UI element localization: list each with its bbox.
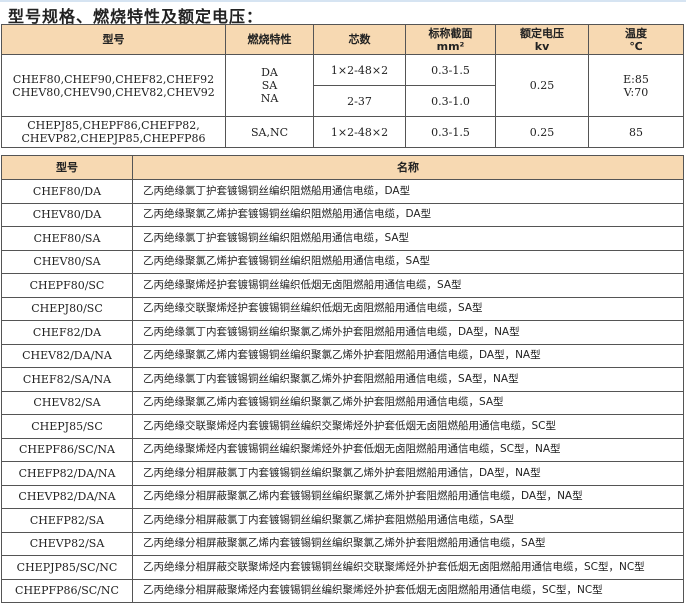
model-cell: CHEV80/DA — [1, 202, 133, 227]
name-cell: 乙丙绝缘聚氯乙烯内套镀锡铜丝编织聚氯乙烯外护套阻燃船用通信电缆，DA型，NA型 — [132, 343, 684, 368]
table-row: CHEFP82/SA 乙丙绝缘分相屏蔽氯丁内套镀锡铜丝编织聚氯乙烯护套阻燃船用通信… — [1, 508, 684, 533]
flame-cell: SA,NC — [225, 116, 314, 148]
models-cell: CHEF80,CHEF90,CHEF82,CHEF92 CHEV80,CHEV90… — [1, 54, 226, 117]
model-cell: CHEV82/DA/NA — [1, 343, 133, 368]
table-row: CHEPJP85/SC/NC 乙丙绝缘分相屏蔽交联聚烯烃内套镀锡铜丝编织交联聚烯烃… — [1, 555, 684, 580]
table-row: CHEF80/SA 乙丙绝缘氯丁护套镀锡铜丝编织阻燃船用通信电缆，SA型 — [1, 226, 684, 251]
model-cell: CHEFP82/SA — [1, 508, 133, 533]
temp-cell: 85 — [588, 116, 684, 148]
flame-cell: DA SA NA — [225, 54, 314, 117]
model-cell: CHEPFP86/SC/NC — [1, 578, 133, 603]
header-flame: 燃烧特性 — [225, 24, 314, 55]
name-cell: 乙丙绝缘聚烯烃护套镀锡铜丝编织低烟无卤阻燃船用通信电缆，SA型 — [132, 273, 684, 298]
spec-header-row: 型号 燃烧特性 芯数 标称截面 mm² 额定电压 kv 温度 ℃ — [1, 24, 684, 55]
table-row: CHEPFP86/SC/NC 乙丙绝缘分相屏蔽聚烯烃内套镀锡铜丝编织聚烯烃外护套低… — [1, 578, 684, 603]
model-cell: CHEF80/DA — [1, 179, 133, 204]
name-cell: 乙丙绝缘氯丁护套镀锡铜丝编织阻燃船用通信电缆，SA型 — [132, 226, 684, 251]
cores-cell: 1×2-48×2 — [313, 54, 406, 86]
table-row: CHEPJ85/SC 乙丙绝缘交联聚烯烃内套镀锡铜丝编织交聚烯烃外护套低烟无卤阻燃… — [1, 414, 684, 439]
model-cell: CHEF82/DA — [1, 320, 133, 345]
header-temp: 温度 ℃ — [588, 24, 684, 55]
header-model: 型号 — [1, 24, 226, 55]
table-row: CHEF80/DA 乙丙绝缘氯丁护套镀锡铜丝编织阻燃船用通信电缆，DA型 — [1, 179, 684, 204]
name-cell: 乙丙绝缘交联聚烯烃内套镀锡铜丝编织交聚烯烃外护套低烟无卤阻燃船用通信电缆，SC型 — [132, 414, 684, 439]
name-cell: 乙丙绝缘分相屏蔽氯丁内套镀锡铜丝编织聚氯乙烯外护套阻燃船用通信，DA型，NA型 — [132, 461, 684, 486]
section-cell: 0.3-1.0 — [405, 85, 496, 117]
name-cell: 乙丙绝缘聚氯乙烯内套镀锡铜丝编织聚氯乙烯外护套阻燃船用通信电缆，SA型 — [132, 390, 684, 415]
model-cell: CHEV82/SA — [1, 390, 133, 415]
header-name: 名称 — [132, 155, 684, 180]
model-cell: CHEFP82/DA/NA — [1, 461, 133, 486]
name-cell: 乙丙绝缘分相屏蔽聚氯乙烯内套镀锡铜丝编织聚氯乙烯外护套阻燃船用通信电缆，DA型，… — [132, 484, 684, 509]
table-row: CHEPJ85,CHEPF86,CHEFP82, CHEVP82,CHEPJP85… — [1, 116, 684, 148]
model-cell: CHEVP82/SA — [1, 531, 133, 556]
table-row: CHEV82/SA 乙丙绝缘聚氯乙烯内套镀锡铜丝编织聚氯乙烯外护套阻燃船用通信电缆… — [1, 390, 684, 415]
name-cell: 乙丙绝缘聚氯乙烯护套镀锡铜丝编织阻燃船用通信电缆，DA型 — [132, 202, 684, 227]
table-row: CHEPF80/SC 乙丙绝缘聚烯烃护套镀锡铜丝编织低烟无卤阻燃船用通信电缆，SA… — [1, 273, 684, 298]
header-section: 标称截面 mm² — [405, 24, 496, 55]
table-row: CHEV80/DA 乙丙绝缘聚氯乙烯护套镀锡铜丝编织阻燃船用通信电缆，DA型 — [1, 202, 684, 227]
name-cell: 乙丙绝缘分相屏蔽氯丁内套镀锡铜丝编织聚氯乙烯护套阻燃船用通信电缆，SA型 — [132, 508, 684, 533]
name-cell: 乙丙绝缘聚烯烃内套镀锡铜丝编织聚烯烃外护套低烟无卤阻燃船用通信电缆，SC型，NA… — [132, 437, 684, 462]
voltage-cell: 0.25 — [495, 54, 589, 117]
model-cell: CHEV80/SA — [1, 249, 133, 274]
spec-table: 型号 燃烧特性 芯数 标称截面 mm² 额定电压 kv 温度 ℃ CHEF80,CHE… — [1, 24, 684, 148]
table-row: 2-37 0.3-1.0 — [2, 85, 684, 117]
name-table: 型号 名称 CHEF80/DA 乙丙绝缘氯丁护套镀锡铜丝编织阻燃船用通信电缆，DA… — [1, 155, 684, 603]
cores-cell: 1×2-48×2 — [313, 116, 406, 148]
model-cell: CHEPJP85/SC/NC — [1, 555, 133, 580]
model-cell: CHEPF80/SC — [1, 273, 133, 298]
table-row: CHEPF86/SC/NA 乙丙绝缘聚烯烃内套镀锡铜丝编织聚烯烃外护套低烟无卤阻燃… — [1, 437, 684, 462]
table-row: CHEV80/SA 乙丙绝缘聚氯乙烯护套镀锡铜丝编织阻燃船用通信电缆，SA型 — [1, 249, 684, 274]
name-cell: 乙丙绝缘交联聚烯烃护套镀锡铜丝编织低烟无卤阻燃船用通信电缆，SA型 — [132, 296, 684, 321]
table-row: CHEF80,CHEF90,CHEF82,CHEF92 CHEV80,CHEV90… — [1, 54, 684, 117]
page-title: 型号规格、燃烧特性及额定电压： — [8, 7, 264, 26]
name-cell: 乙丙绝缘分相屏蔽聚氯乙烯内套镀锡铜丝编织聚氯乙烯外护套阻燃船用通信电缆，SA型 — [132, 531, 684, 556]
model-cell: CHEPJ85/SC — [1, 414, 133, 439]
table-row: CHEF82/DA 乙丙绝缘氯丁内套镀锡铜丝编织聚氯乙烯外护套阻燃船用通信电缆，D… — [1, 320, 684, 345]
model-cell: CHEF80/SA — [1, 226, 133, 251]
table-row: CHEV82/DA/NA 乙丙绝缘聚氯乙烯内套镀锡铜丝编织聚氯乙烯外护套阻燃船用通… — [1, 343, 684, 368]
section-cell: 0.3-1.5 — [405, 116, 496, 148]
name-cell: 乙丙绝缘氯丁内套镀锡铜丝编织聚氯乙烯外护套阻燃船用通信电缆，DA型，NA型 — [132, 320, 684, 345]
table-row: CHEFP82/DA/NA 乙丙绝缘分相屏蔽氯丁内套镀锡铜丝编织聚氯乙烯外护套阻燃… — [1, 461, 684, 486]
header-cores: 芯数 — [313, 24, 406, 55]
model-cell: CHEF82/SA/NA — [1, 367, 133, 392]
model-cell: CHEVP82/DA/NA — [1, 484, 133, 509]
model-cell: CHEPF86/SC/NA — [1, 437, 133, 462]
section-cell: 0.3-1.5 — [405, 54, 496, 86]
name-cell: 乙丙绝缘氯丁护套镀锡铜丝编织阻燃船用通信电缆，DA型 — [132, 179, 684, 204]
temp-cell: E:85 V:70 — [588, 54, 684, 117]
name-cell: 乙丙绝缘氯丁内套镀锡铜丝编织聚氯乙烯外护套阻燃船用通信电缆，SA型，NA型 — [132, 367, 684, 392]
cores-cell: 2-37 — [313, 85, 406, 117]
header-model: 型号 — [1, 155, 133, 180]
name-cell: 乙丙绝缘聚氯乙烯护套镀锡铜丝编织阻燃船用通信电缆，SA型 — [132, 249, 684, 274]
model-cell: CHEPJ80/SC — [1, 296, 133, 321]
table-row: CHEPJ80/SC 乙丙绝缘交联聚烯烃护套镀锡铜丝编织低烟无卤阻燃船用通信电缆，… — [1, 296, 684, 321]
table-row: CHEVP82/DA/NA 乙丙绝缘分相屏蔽聚氯乙烯内套镀锡铜丝编织聚氯乙烯外护套… — [1, 484, 684, 509]
table-row: CHEF82/SA/NA 乙丙绝缘氯丁内套镀锡铜丝编织聚氯乙烯外护套阻燃船用通信电… — [1, 367, 684, 392]
header-voltage: 额定电压 kv — [495, 24, 589, 55]
name-cell: 乙丙绝缘分相屏蔽聚烯烃内套镀锡铜丝编织聚烯烃外护套低烟无卤阻燃船用通信电缆，SC… — [132, 578, 684, 603]
models-cell: CHEPJ85,CHEPF86,CHEFP82, CHEVP82,CHEPJP85… — [1, 116, 226, 148]
name-cell: 乙丙绝缘分相屏蔽交联聚烯烃内套镀锡铜丝编织交联聚烯烃外护套低烟无卤阻燃船用通信电… — [132, 555, 684, 580]
table-row: CHEVP82/SA 乙丙绝缘分相屏蔽聚氯乙烯内套镀锡铜丝编织聚氯乙烯外护套阻燃船… — [1, 531, 684, 556]
voltage-cell: 0.25 — [495, 116, 589, 148]
name-header-row: 型号 名称 — [1, 155, 684, 180]
